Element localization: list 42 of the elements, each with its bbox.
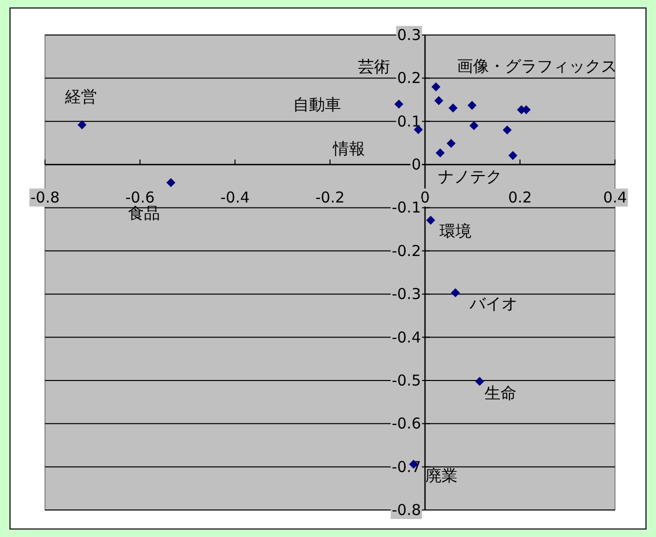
annotation: 芸術 (358, 56, 390, 76)
point (78, 120, 87, 130)
point (450, 288, 460, 298)
x-tick-label: 0.4 (603, 188, 627, 207)
y-tick-label: -0.8 (392, 501, 421, 519)
y-tick-label: -0.6 (392, 414, 421, 433)
x-tick-label: -0.8 (30, 188, 60, 207)
y-tick-label: 0 (411, 156, 421, 174)
point (431, 82, 440, 92)
y-tick-label: 0.1 (397, 112, 421, 130)
point (166, 178, 176, 188)
y-tick-label: 0.2 (397, 69, 421, 88)
point (468, 100, 477, 110)
x-tick-label: -0.2 (315, 188, 345, 207)
x-tick-label: -0.4 (220, 188, 250, 207)
y-tick-label: -0.5 (392, 371, 421, 390)
y-tick-label: 0.3 (397, 26, 421, 44)
annotation: 生命 (484, 383, 517, 402)
point (426, 216, 436, 225)
point (475, 376, 484, 386)
point (508, 150, 518, 160)
point (394, 100, 404, 109)
y-tick-label: -0.3 (392, 285, 421, 304)
y-tick-label: -0.1 (392, 198, 421, 217)
annotation: ナノテク (438, 166, 502, 186)
annotation: 経営 (64, 86, 98, 106)
annotation: 画像・グラフィックス (457, 56, 618, 76)
point (502, 126, 512, 134)
annotation: バイオ (468, 294, 518, 313)
point (436, 148, 445, 158)
annotation: 情報 (332, 139, 365, 158)
point (434, 96, 444, 106)
y-tick-label: -0.2 (392, 242, 421, 260)
annotation: 廃業 (426, 466, 458, 486)
annotation: 自動車 (293, 95, 341, 114)
point (448, 103, 458, 112)
point (469, 121, 478, 130)
y-tick-label: -0.7 (392, 458, 421, 476)
point (446, 138, 456, 148)
y-tick-label: -0.4 (392, 328, 421, 346)
annotation: 環境 (440, 221, 472, 240)
x-tick-label: 0.2 (508, 188, 532, 207)
